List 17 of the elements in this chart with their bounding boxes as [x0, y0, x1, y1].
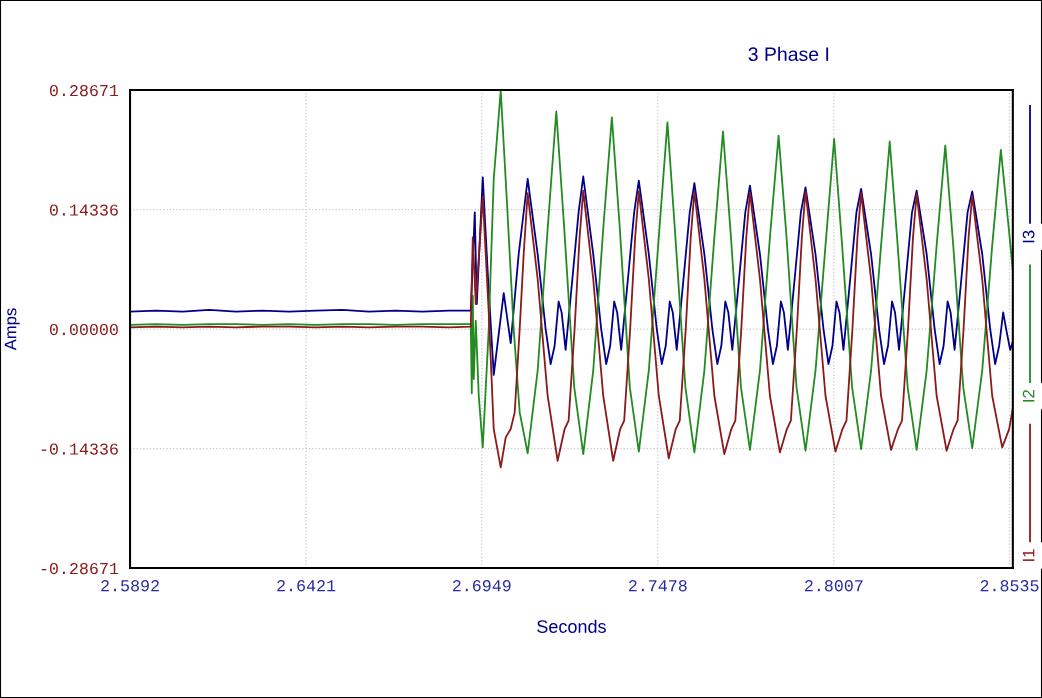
text: I1	[1022, 549, 1035, 561]
x-tick-label: 2.6421	[277, 580, 336, 592]
y-tick-label: 0.00000	[49, 323, 118, 336]
x-tick-label: 2.6949	[452, 580, 511, 592]
y-tick-label: -0.14336	[41, 443, 118, 455]
chart-title: 3 Phase I	[748, 46, 829, 62]
x-tick-label: 2.8007	[804, 580, 863, 592]
x-tick-label: 2.7478	[628, 580, 687, 592]
x-tick-label: 2.8535	[980, 580, 1039, 592]
x-axis-title: Seconds	[537, 619, 606, 633]
y-axis-title: Amps	[4, 308, 20, 351]
text: I3	[1022, 230, 1035, 243]
y-tick-label: 0.28671	[49, 84, 119, 97]
y-tick-label: 0.14336	[49, 204, 118, 216]
x-tick-label: 2.5892	[101, 580, 159, 592]
text: I2	[1022, 390, 1035, 402]
y-tick-label: -0.28671	[41, 562, 119, 575]
